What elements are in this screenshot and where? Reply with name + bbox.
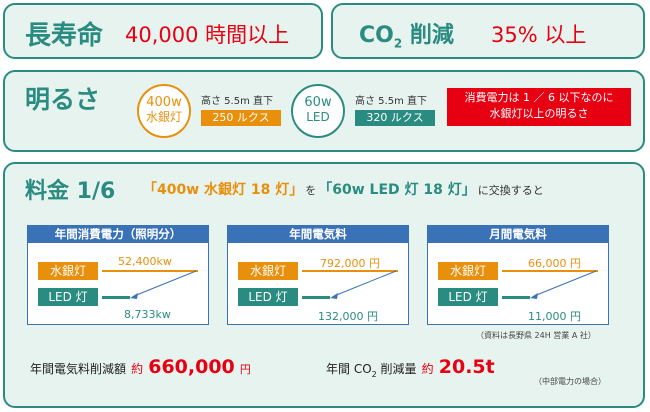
co2-label: CO2 削減 (359, 23, 454, 51)
led-value: 8,733kw (124, 308, 171, 321)
reduction-arrow-icon (130, 270, 197, 299)
led-label: LED 灯 (238, 288, 298, 306)
source-note: （資料は長野県 24H 営業 A 社） (476, 331, 596, 340)
brightness-title: 明るさ (25, 85, 101, 114)
led-lux-badge: 320 ルクス (355, 110, 435, 126)
co2-note: （中部電力の場合） (534, 377, 606, 386)
mercury-lux-badge: 250 ルクス (201, 110, 281, 126)
annual-cost-card: 年間電気料 水銀灯 LED 灯 792,000 円 132,000 円 (227, 225, 409, 325)
reduction-arrow-icon (530, 270, 597, 299)
lifespan-value: 40,000 時間以上 (125, 23, 290, 47)
led-lamp-circle: 60w LED (291, 84, 345, 138)
cost-title: 料金 1/6 (25, 179, 116, 204)
brightness-note-box: 消費電力は 1 ／ 6 以下なのに 水銀灯以上の明るさ (447, 88, 631, 126)
card-title: 年間消費電力（照明分） (28, 226, 208, 243)
led-value: 132,000 円 (318, 310, 378, 323)
mercury-label: 水銀灯 (238, 262, 298, 280)
mercury-value: 792,000 円 (320, 257, 380, 270)
mercury-height-text: 高さ 5.5m 直下 (201, 96, 274, 107)
mercury-bar (102, 270, 198, 272)
savings-summary: 年間電気料削減額 約 660,000 円 (30, 356, 251, 378)
mercury-value: 66,000 円 (528, 257, 581, 270)
monthly-cost-card: 月間電気料 水銀灯 LED 灯 66,000 円 11,000 円 (427, 225, 609, 325)
annual-power-card: 年間消費電力（照明分） 水銀灯 LED 灯 52,400kw 8,733kw (27, 225, 209, 325)
co2-value: 35% 以上 (491, 23, 587, 47)
brightness-panel: 明るさ 400w 水銀灯 高さ 5.5m 直下 250 ルクス 60w LED … (3, 70, 645, 152)
cost-headline: 「400w 水銀灯 18 灯」を「60w LED 灯 18 灯」 に交換すると (143, 182, 544, 198)
mercury-label: 水銀灯 (438, 262, 498, 280)
mercury-bar (302, 270, 398, 272)
lifespan-label: 長寿命 (25, 21, 104, 51)
card-title: 月間電気料 (428, 226, 608, 243)
card-title: 年間電気料 (228, 226, 408, 243)
mercury-label: 水銀灯 (38, 262, 98, 280)
led-bar (102, 296, 130, 299)
lifespan-panel: 長寿命 40,000 時間以上 (3, 3, 323, 59)
led-bar (302, 296, 330, 299)
reduction-arrow-icon (330, 270, 397, 299)
mercury-lamp-circle: 400w 水銀灯 (137, 84, 191, 138)
led-height-text: 高さ 5.5m 直下 (355, 96, 428, 107)
led-value: 11,000 円 (528, 310, 581, 323)
co2-reduction-panel: CO2 削減 35% 以上 (331, 3, 645, 59)
led-bar (502, 296, 530, 299)
led-label: LED 灯 (38, 288, 98, 306)
mercury-value: 52,400kw (118, 255, 172, 268)
mercury-bar (502, 270, 598, 272)
co2-summary: 年間 CO2 削減量 約 20.5t (326, 356, 495, 380)
led-label: LED 灯 (438, 288, 498, 306)
